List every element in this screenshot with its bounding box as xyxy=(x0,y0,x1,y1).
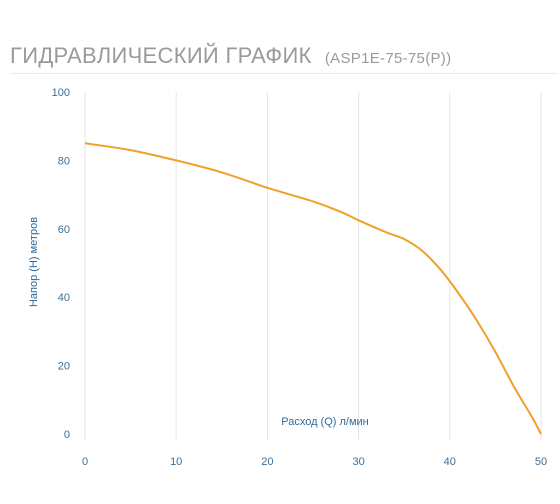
x-tick-label-0: 0 xyxy=(82,456,88,468)
chart-title: ГИДРАВЛИЧЕСКИЙ ГРАФИК xyxy=(10,43,312,68)
x-tick-labels: 0 10 20 30 40 50 xyxy=(82,456,547,468)
y-tick-label-2: 40 xyxy=(58,292,70,304)
y-tick-label-5: 100 xyxy=(52,87,70,99)
x-tick-label-2: 20 xyxy=(261,456,273,468)
y-axis-label: Напор (H) метров xyxy=(28,217,40,307)
x-tick-label-1: 10 xyxy=(170,456,182,468)
y-tick-labels: 0 20 40 60 80 100 xyxy=(52,87,70,441)
pump-model: (ASP1E-75-75(P)) xyxy=(324,50,452,67)
y-tick-label-1: 20 xyxy=(58,361,70,373)
series-line-head-curve xyxy=(84,142,542,435)
x-tick-label-5: 50 xyxy=(535,456,547,468)
x-tick-label-3: 30 xyxy=(352,456,364,468)
chart-heading: ГИДРАВЛИЧЕСКИЙ ГРАФИК (ASP1E-75-75(P)) xyxy=(10,34,451,71)
y-tick-label-4: 80 xyxy=(58,155,70,167)
x-axis-label: Расход (Q) л/мин xyxy=(281,416,369,428)
curve-layer xyxy=(84,142,542,435)
x-tick-label-4: 40 xyxy=(444,456,456,468)
y-tick-label-3: 60 xyxy=(58,224,70,236)
header-divider xyxy=(10,73,558,74)
grid-lines xyxy=(84,92,542,440)
y-tick-label-0: 0 xyxy=(64,429,70,441)
